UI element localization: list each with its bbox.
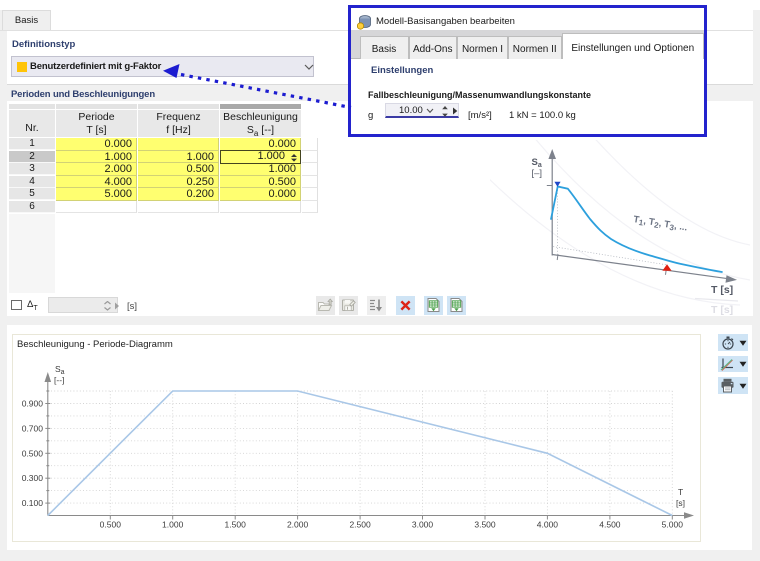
- svg-text:Sa: Sa: [532, 157, 542, 169]
- svg-text:0.500: 0.500: [100, 520, 122, 530]
- svg-text:Sa: Sa: [55, 364, 65, 376]
- svg-text:3.500: 3.500: [474, 520, 496, 530]
- svg-text:0.300: 0.300: [22, 473, 44, 483]
- svg-text:0.900: 0.900: [22, 399, 44, 409]
- svg-text:[s]: [s]: [676, 498, 685, 508]
- svg-text:2.500: 2.500: [349, 520, 371, 530]
- svg-text:T1, T2, T3, ...: T1, T2, T3, ...: [632, 214, 688, 234]
- svg-text:4.500: 4.500: [599, 520, 621, 530]
- svg-text:[--]: [--]: [54, 375, 64, 385]
- svg-text:2.000: 2.000: [287, 520, 309, 530]
- svg-text:0.500: 0.500: [22, 448, 44, 458]
- svg-text:1.500: 1.500: [225, 520, 247, 530]
- svg-text:T [s]: T [s]: [711, 284, 733, 296]
- svg-text:0.100: 0.100: [22, 498, 44, 508]
- svg-text:[–]: [–]: [532, 168, 543, 179]
- svg-text:0.700: 0.700: [22, 423, 44, 433]
- svg-text:T [s]: T [s]: [711, 304, 733, 315]
- svg-text:3.000: 3.000: [412, 520, 434, 530]
- svg-text:4.000: 4.000: [537, 520, 559, 530]
- svg-text:T: T: [678, 487, 683, 497]
- svg-text:5.000: 5.000: [662, 520, 684, 530]
- svg-text:1.000: 1.000: [162, 520, 184, 530]
